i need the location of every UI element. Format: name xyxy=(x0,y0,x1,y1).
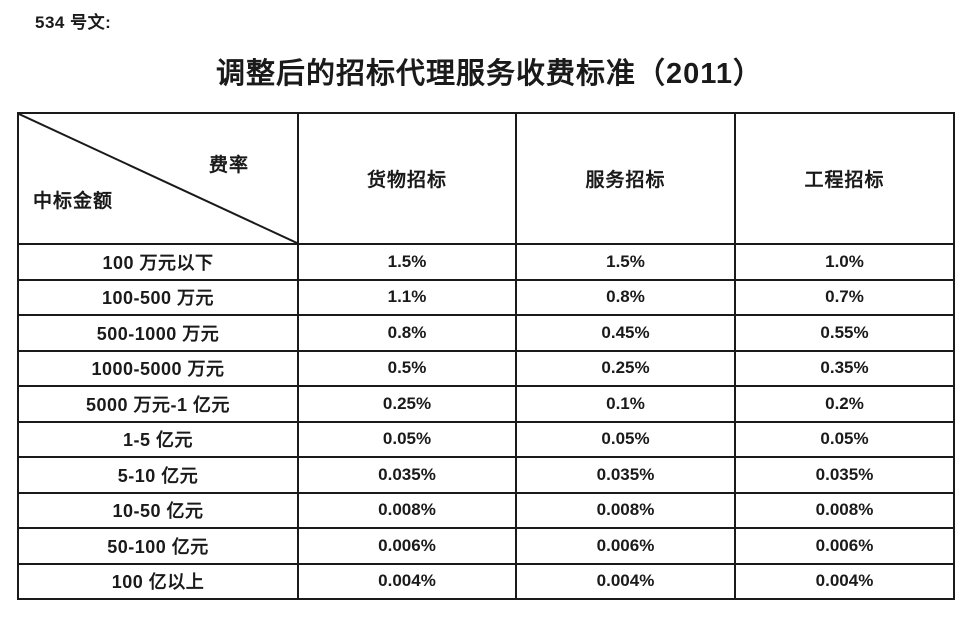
rate-cell-goods: 1.1% xyxy=(297,278,517,316)
rate-cell-service: 0.1% xyxy=(515,385,736,423)
rate-cell-service: 1.5% xyxy=(515,243,736,281)
rate-cell-engineering: 1.0% xyxy=(734,243,955,281)
table-row: 10-50 亿元 0.008% 0.008% 0.008% xyxy=(17,491,955,529)
rate-cell-goods: 0.05% xyxy=(297,420,517,458)
row-amount-label: 5000 万元-1 亿元 xyxy=(17,385,299,423)
column-header-service: 服务招标 xyxy=(515,112,736,245)
rate-cell-goods: 0.006% xyxy=(297,527,517,565)
column-header-engineering: 工程招标 xyxy=(734,112,955,245)
row-amount-label: 100 万元以下 xyxy=(17,243,299,281)
row-amount-label: 100 亿以上 xyxy=(17,562,299,600)
rate-cell-goods: 0.8% xyxy=(297,314,517,352)
rate-cell-service: 0.25% xyxy=(515,349,736,387)
table-row: 5-10 亿元 0.035% 0.035% 0.035% xyxy=(17,456,955,494)
rate-cell-service: 0.008% xyxy=(515,491,736,529)
rate-cell-engineering: 0.004% xyxy=(734,562,955,600)
row-amount-label: 1-5 亿元 xyxy=(17,420,299,458)
rate-cell-service: 0.035% xyxy=(515,456,736,494)
rate-cell-engineering: 0.35% xyxy=(734,349,955,387)
row-amount-label: 500-1000 万元 xyxy=(17,314,299,352)
table-row: 500-1000 万元 0.8% 0.45% 0.55% xyxy=(17,314,955,352)
table-row: 100 亿以上 0.004% 0.004% 0.004% xyxy=(17,562,955,600)
rate-cell-engineering: 0.05% xyxy=(734,420,955,458)
rate-cell-goods: 0.008% xyxy=(297,491,517,529)
column-header-goods: 货物招标 xyxy=(297,112,517,245)
table-row: 100-500 万元 1.1% 0.8% 0.7% xyxy=(17,278,955,316)
rate-cell-service: 0.45% xyxy=(515,314,736,352)
doc-number-label: 534 号文: xyxy=(35,13,112,32)
rate-cell-goods: 1.5% xyxy=(297,243,517,281)
diagonal-divider-line xyxy=(19,114,297,243)
table-row: 50-100 亿元 0.006% 0.006% 0.006% xyxy=(17,527,955,565)
table-row: 1000-5000 万元 0.5% 0.25% 0.35% xyxy=(17,349,955,387)
row-amount-label: 50-100 亿元 xyxy=(17,527,299,565)
row-amount-label: 10-50 亿元 xyxy=(17,491,299,529)
table-header-row: 费率 中标金额 货物招标 服务招标 工程招标 xyxy=(17,112,955,245)
fee-rate-table: 费率 中标金额 货物招标 服务招标 工程招标 100 万元以下 1.5% 1.5… xyxy=(17,112,955,600)
page-title: 调整后的招标代理服务收费标准（2011） xyxy=(216,58,763,90)
rate-cell-engineering: 0.035% xyxy=(734,456,955,494)
rate-cell-engineering: 0.7% xyxy=(734,278,955,316)
corner-rate-label: 费率 xyxy=(208,155,249,176)
row-amount-label: 5-10 亿元 xyxy=(17,456,299,494)
row-amount-label: 100-500 万元 xyxy=(17,278,299,316)
rate-cell-goods: 0.035% xyxy=(297,456,517,494)
corner-amount-label: 中标金额 xyxy=(33,191,114,212)
rate-cell-engineering: 0.006% xyxy=(734,527,955,565)
rate-cell-service: 0.8% xyxy=(515,278,736,316)
rate-cell-goods: 0.25% xyxy=(297,385,517,423)
rate-cell-service: 0.004% xyxy=(515,562,736,600)
diagonal-corner-cell: 费率 中标金额 xyxy=(17,112,299,245)
table-row: 100 万元以下 1.5% 1.5% 1.0% xyxy=(17,243,955,281)
rate-cell-goods: 0.004% xyxy=(297,562,517,600)
table-row: 1-5 亿元 0.05% 0.05% 0.05% xyxy=(17,420,955,458)
table-row: 5000 万元-1 亿元 0.25% 0.1% 0.2% xyxy=(17,385,955,423)
rate-cell-service: 0.05% xyxy=(515,420,736,458)
rate-cell-engineering: 0.2% xyxy=(734,385,955,423)
rate-cell-goods: 0.5% xyxy=(297,349,517,387)
rate-cell-engineering: 0.008% xyxy=(734,491,955,529)
rate-cell-service: 0.006% xyxy=(515,527,736,565)
row-amount-label: 1000-5000 万元 xyxy=(17,349,299,387)
rate-cell-engineering: 0.55% xyxy=(734,314,955,352)
